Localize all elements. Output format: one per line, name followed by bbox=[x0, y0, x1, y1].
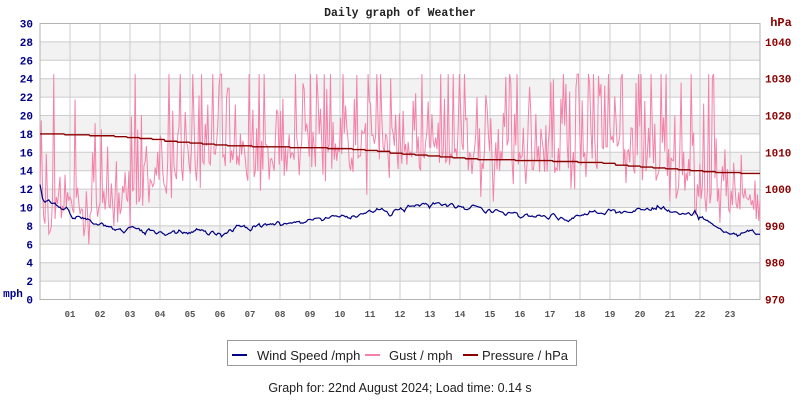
svg-text:2: 2 bbox=[26, 277, 33, 289]
svg-text:11: 11 bbox=[365, 310, 376, 320]
svg-text:8: 8 bbox=[26, 222, 33, 234]
svg-text:09: 09 bbox=[305, 310, 316, 320]
svg-text:17: 17 bbox=[545, 310, 556, 320]
svg-text:28: 28 bbox=[20, 38, 34, 50]
svg-text:18: 18 bbox=[20, 130, 34, 142]
svg-text:04: 04 bbox=[155, 310, 166, 320]
svg-text:01: 01 bbox=[65, 310, 76, 320]
svg-text:1020: 1020 bbox=[765, 112, 791, 124]
svg-text:1040: 1040 bbox=[765, 38, 791, 50]
svg-text:14: 14 bbox=[20, 167, 34, 179]
svg-text:19: 19 bbox=[605, 310, 616, 320]
svg-text:13: 13 bbox=[425, 310, 436, 320]
svg-text:10: 10 bbox=[335, 310, 346, 320]
svg-text:970: 970 bbox=[765, 296, 785, 308]
svg-text:02: 02 bbox=[95, 310, 106, 320]
svg-text:1030: 1030 bbox=[765, 75, 791, 87]
svg-text:22: 22 bbox=[695, 310, 706, 320]
svg-text:03: 03 bbox=[125, 310, 136, 320]
svg-text:10: 10 bbox=[20, 204, 33, 216]
svg-text:16: 16 bbox=[20, 148, 33, 160]
svg-text:06: 06 bbox=[215, 310, 226, 320]
svg-text:16: 16 bbox=[515, 310, 526, 320]
svg-text:30: 30 bbox=[20, 20, 33, 32]
svg-text:1000: 1000 bbox=[765, 185, 791, 197]
svg-text:980: 980 bbox=[765, 259, 785, 271]
svg-text:20: 20 bbox=[635, 310, 646, 320]
svg-text:4: 4 bbox=[26, 259, 33, 271]
svg-text:18: 18 bbox=[575, 310, 586, 320]
svg-text:22: 22 bbox=[20, 93, 33, 105]
svg-text:08: 08 bbox=[275, 310, 286, 320]
svg-text:23: 23 bbox=[725, 310, 736, 320]
svg-text:07: 07 bbox=[245, 310, 256, 320]
svg-text:26: 26 bbox=[20, 56, 33, 68]
svg-text:1010: 1010 bbox=[765, 148, 791, 160]
svg-text:14: 14 bbox=[455, 310, 466, 320]
svg-text:6: 6 bbox=[26, 240, 33, 252]
svg-text:990: 990 bbox=[765, 222, 785, 234]
svg-text:05: 05 bbox=[185, 310, 196, 320]
svg-text:0: 0 bbox=[26, 296, 33, 308]
svg-text:24: 24 bbox=[20, 75, 34, 87]
svg-text:12: 12 bbox=[395, 310, 406, 320]
svg-text:12: 12 bbox=[20, 185, 33, 197]
svg-text:20: 20 bbox=[20, 112, 33, 124]
svg-text:21: 21 bbox=[665, 310, 676, 320]
svg-text:15: 15 bbox=[485, 310, 496, 320]
